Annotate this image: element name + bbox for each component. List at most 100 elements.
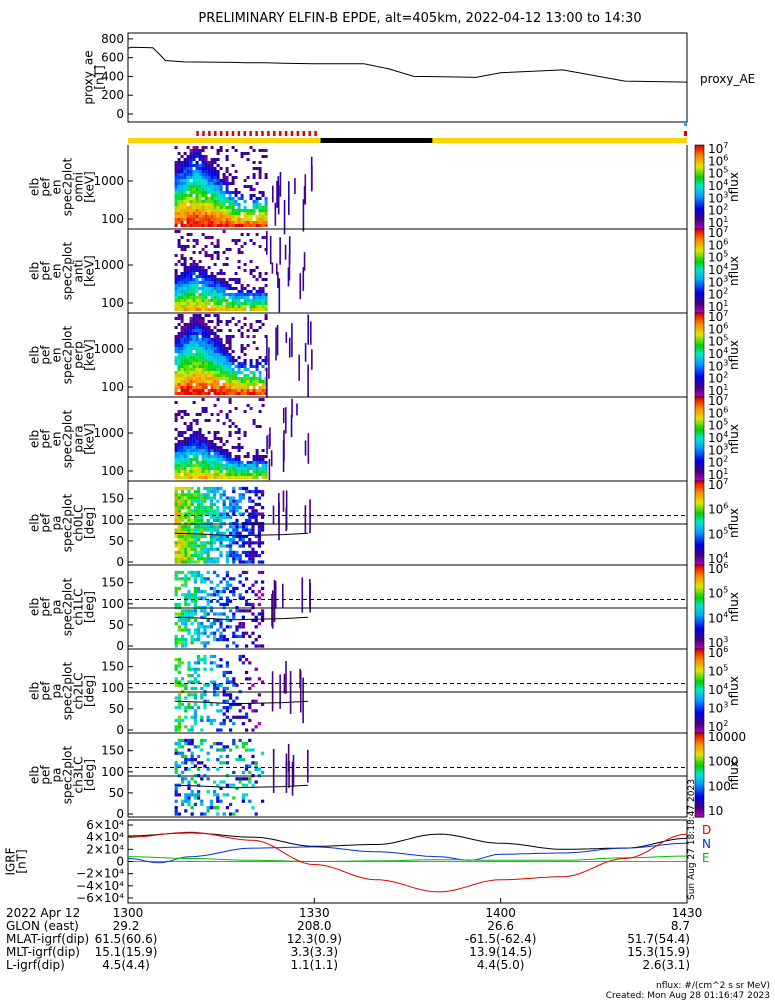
spec-panel-3-cell: [183, 452, 187, 455]
pa-panel-1-ylabel-line-2: pa: [50, 600, 64, 615]
spec-panel-0-cell: [240, 209, 244, 212]
pa-panel-2-cell: [190, 674, 194, 678]
spec-panel-1-cell: [252, 242, 256, 245]
pa-panel-1-cell: [203, 596, 207, 600]
pa-panel-1-cbar-cell: [695, 630, 704, 633]
spec-panel-1-cell: [231, 296, 235, 299]
pa-panel-1-cell: [190, 638, 194, 642]
spec-panel-3-cell: [192, 476, 196, 479]
spec-panel-2-cell: [243, 389, 247, 392]
spec-panel-3-cell: [186, 443, 190, 446]
spec-panel-3-cell: [186, 461, 190, 464]
spec-panel-3-cbar-cell: [695, 461, 704, 464]
pa-panel-3-ylabel-line-0: elb: [28, 766, 42, 784]
spec-panel-2-cell: [231, 386, 235, 389]
spec-panel-0-cell: [258, 209, 262, 212]
spec-panel-1-cell: [189, 272, 193, 275]
pa-panel-3-cell: [200, 738, 204, 743]
spec-panel-0-cell: [192, 170, 196, 173]
pa-panel-1-cbar-cell: [695, 635, 704, 637]
pa-panel-0-cell: [222, 515, 226, 519]
status-mark-red: [684, 131, 687, 136]
spec-panel-3-cbar-cell: [695, 443, 704, 446]
pa-panel-0-cell: [222, 544, 226, 548]
spec-panel-0-cell: [231, 221, 235, 224]
spec-panel-3-cbar-cell: [695, 472, 704, 475]
igrf-panel-series-0: [127, 832, 688, 850]
spec-panel-2-cell: [174, 359, 178, 362]
pa-panel-0-cell: [219, 550, 223, 555]
spec-panel-2-cell: [198, 320, 202, 323]
spec-panel-2-cbar-cell: [695, 322, 704, 325]
pa-panel-0-cell: [180, 512, 185, 516]
spec-panel-3-cell: [183, 473, 187, 476]
pa-panel-1-cell: [219, 618, 223, 623]
spec-panel-3-cell: [186, 452, 190, 455]
pa-panel-2-cell: [228, 702, 233, 707]
spec-panel-1-cell: [213, 251, 217, 254]
pa-panel-3-cell: [196, 761, 201, 765]
pa-panel-3-cell: [196, 796, 201, 800]
spec-panel-0-cell: [189, 206, 193, 209]
pa-panel-1-cell: [203, 628, 207, 632]
spec-panel-3-ylabel-line-1: pef: [39, 429, 53, 449]
spec-panel-0-cell: [249, 209, 253, 212]
spec-panel-1-cell: [204, 308, 208, 311]
spec-panel-2-cell: [210, 341, 214, 344]
spec-panel-2-cell: [261, 365, 265, 368]
spec-panel-1-cell: [228, 296, 232, 299]
spec-panel-3-cell: [195, 443, 199, 446]
spec-panel-2-cell: [207, 389, 211, 392]
pa-panel-0-cell: [251, 490, 255, 494]
spec-panel-2-cell: [180, 368, 184, 371]
pa-panel-1-cell: [200, 625, 204, 629]
pa-panel-3-cell: [180, 761, 185, 765]
spec-panel-0-cell: [177, 167, 181, 170]
pa-panel-0-cell: [180, 506, 185, 510]
spec-panel-1-cbar-cell: [695, 271, 704, 273]
pa-panel-3-cbar-cell: [695, 744, 704, 747]
spec-panel-2-cbar-cell: [695, 328, 704, 331]
spec-panel-3-cell: [180, 458, 184, 461]
spec-panel-2-cbar-cell: [695, 367, 704, 370]
pa-panel-2-cbar-cell: [695, 706, 704, 709]
spec-panel-2-cell: [198, 353, 202, 356]
spec-panel-3-cell: [234, 446, 238, 449]
spec-panel-0-cell: [198, 194, 202, 197]
spec-panel-1-cell: [198, 269, 202, 272]
spec-panel-3-cell: [201, 464, 205, 467]
table-cell: 15.3(15.9): [627, 945, 690, 959]
spec-panel-2-cell: [210, 383, 214, 386]
spec-panel-3-cbar-cell: [695, 468, 704, 471]
pa-panel-2-cbar-cell: [695, 730, 704, 733]
pa-panel-2-cell: [177, 718, 181, 723]
spec-panel-0-ylabel-line-2: en: [50, 180, 64, 195]
spec-panel-0-cell: [177, 209, 181, 212]
pa-panel-3-cell: [260, 751, 265, 755]
spec-panel-3-cell: [192, 467, 196, 470]
pa-panel-0-cell: [216, 515, 220, 519]
pa-panel-2-cell: [235, 696, 239, 700]
spec-panel-1-cell: [228, 308, 232, 311]
spec-panel-1-cell: [183, 245, 187, 248]
spec-panel-3-cell: [219, 461, 223, 464]
pa-panel-3-cell: [212, 806, 217, 810]
spec-panel-2-cell: [192, 332, 196, 335]
spec-panel-2-cell: [189, 344, 193, 347]
spec-panel-0-cbar-label: nflux: [727, 172, 741, 202]
spec-panel-1-cell: [222, 308, 226, 311]
spec-panel-3-cell: [264, 473, 268, 476]
spec-panel-3-cell: [225, 416, 229, 419]
spec-panel-3-cbar-cell: [695, 422, 704, 425]
pa-panel-1-cell: [193, 593, 197, 597]
pa-panel-2-cbar-cell: [695, 689, 704, 692]
spec-panel-3-sparse-mark: [285, 407, 287, 434]
pa-panel-2-cell: [212, 718, 217, 723]
spec-panel-1-cell: [177, 239, 181, 242]
spec-panel-2-cbar-cell: [695, 359, 704, 362]
pa-panel-1-cbar-cell: [695, 587, 704, 590]
pa-panel-3-cell: [190, 751, 194, 755]
pa-panel-1-cell: [238, 580, 242, 584]
spec-panel-1-cell: [204, 299, 208, 302]
pa-panel-1-cell: [184, 577, 188, 581]
